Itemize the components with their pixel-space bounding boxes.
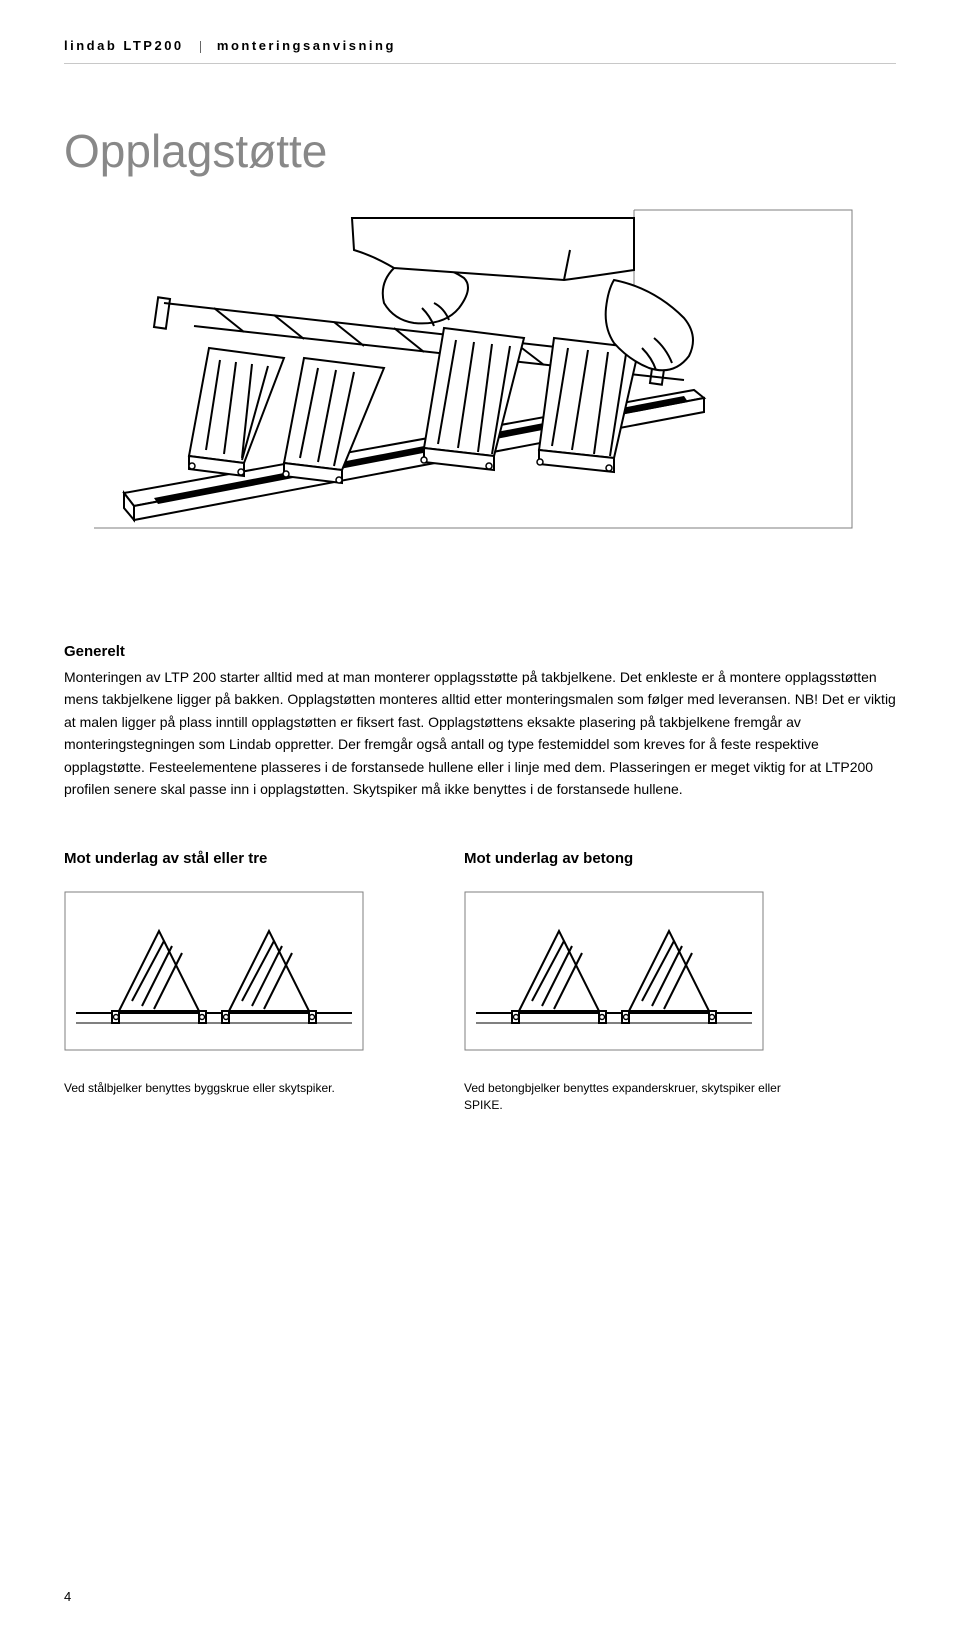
column-right-caption: Ved betongbjelker benyttes expanderskrue… [464, 1080, 804, 1114]
column-right-heading: Mot underlag av betong [464, 850, 804, 867]
page-number: 4 [64, 1589, 71, 1604]
column-left-caption: Ved stålbjelker benyttes byggskrue eller… [64, 1080, 404, 1097]
column-right: Mot underlag av betong [464, 850, 804, 1114]
header-separator [200, 41, 201, 53]
column-left-heading: Mot underlag av stål eller tre [64, 850, 404, 867]
diagram-steel-wood [64, 891, 364, 1051]
section-generelt: Generelt Monteringen av LTP 200 starter … [64, 643, 896, 800]
column-left: Mot underlag av stål eller tre [64, 850, 404, 1114]
section-heading: Generelt [64, 643, 896, 660]
diagram-concrete [464, 891, 764, 1051]
columns: Mot underlag av stål eller tre [64, 850, 896, 1114]
diagram-assembly [94, 208, 854, 598]
page-header: lindab LTP200 monteringsanvisning [64, 38, 896, 64]
header-doc: monteringsanvisning [217, 38, 396, 53]
page: lindab LTP200 monteringsanvisning Opplag… [0, 0, 960, 1632]
page-title: Opplagstøtte [64, 124, 896, 178]
section-body: Monteringen av LTP 200 starter alltid me… [64, 666, 896, 800]
header-brand: lindab LTP200 [64, 38, 184, 53]
